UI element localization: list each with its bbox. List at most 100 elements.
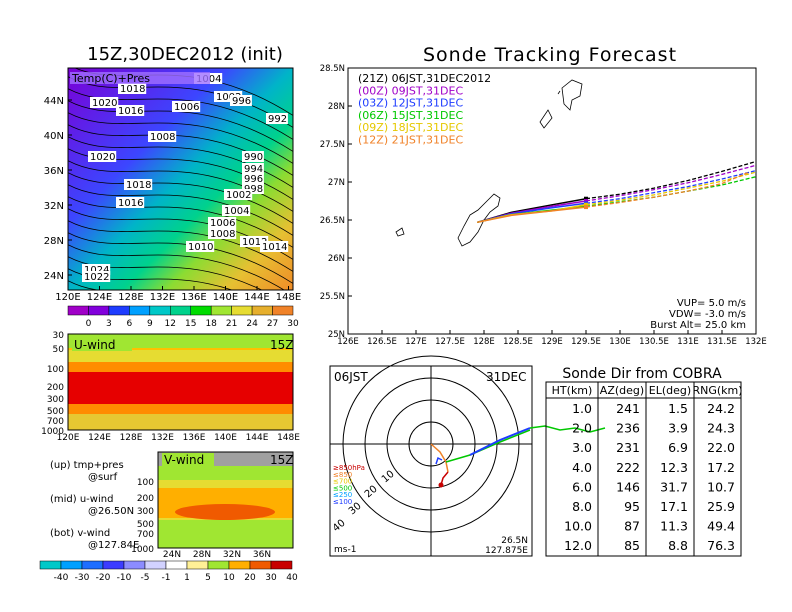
u-wind-y-label: 700 bbox=[47, 417, 64, 427]
hodo-date: 31DEC bbox=[486, 370, 526, 384]
contour-label-bg bbox=[222, 205, 251, 216]
isobar-line bbox=[68, 184, 293, 237]
map-lon-label: 124E bbox=[87, 292, 112, 303]
wcolor-tick: -30 bbox=[75, 573, 90, 583]
contour-label: 1016 bbox=[118, 198, 143, 209]
table-cell: 12.3 bbox=[660, 460, 688, 475]
hodo-legend-entry: ≤850 bbox=[333, 471, 352, 479]
contour-label-bg bbox=[230, 95, 252, 106]
u-wind-label: U-wind bbox=[74, 338, 115, 352]
contour-label: 1022 bbox=[84, 272, 109, 283]
table-cell: 2.0 bbox=[572, 421, 592, 436]
wcolor-swatch bbox=[249, 560, 272, 570]
isobar-line bbox=[68, 172, 293, 225]
track-legend-entry: (21Z) 06JST,31DEC2012 bbox=[358, 72, 491, 85]
hodo-start-dot bbox=[438, 482, 444, 488]
track-lat-label: 26.5N bbox=[320, 216, 345, 226]
wcolor-tick: -40 bbox=[54, 573, 69, 583]
hodo-lat: 26.5N bbox=[501, 536, 528, 546]
tcolor-tick: 21 bbox=[226, 319, 237, 329]
v-wind-label-box bbox=[162, 453, 214, 466]
table-cell: 25.9 bbox=[707, 499, 735, 514]
hodo-legend-entry: ≤100 bbox=[333, 498, 352, 506]
v-wind-band-2 bbox=[158, 466, 293, 480]
wcolor-tick: -5 bbox=[141, 573, 150, 583]
u-wind-x-label: 144E bbox=[246, 433, 269, 443]
v-wind-x-label: 32N bbox=[223, 550, 241, 560]
tcolor-swatch bbox=[67, 305, 89, 316]
contour-label: 1002 bbox=[216, 92, 241, 103]
wcolor-swatch bbox=[186, 560, 209, 570]
table-cell: 146 bbox=[616, 479, 640, 494]
u-wind-time: 15Z bbox=[270, 338, 294, 352]
u-wind-y-label: 50 bbox=[53, 345, 65, 355]
wcolor-swatch bbox=[207, 560, 230, 570]
table-cell: 236 bbox=[616, 421, 640, 436]
track-lon-label: 128E bbox=[473, 337, 495, 347]
map-label: Temp(C)+Pres bbox=[71, 72, 150, 85]
track-info-line: VDW= -3.0 m/s bbox=[669, 309, 746, 320]
track-legend: (21Z) 06JST,31DEC2012(00Z) 09JST,31DEC(0… bbox=[358, 72, 491, 147]
contour-label-bg bbox=[124, 179, 153, 190]
v-wind-x-label: 28N bbox=[193, 550, 211, 560]
u-wind-x-label: 124E bbox=[88, 433, 111, 443]
map-label-box bbox=[70, 72, 210, 84]
tcolor-swatch bbox=[108, 305, 130, 316]
hodograph-trace bbox=[430, 425, 606, 488]
contour-label: 1004 bbox=[224, 206, 249, 217]
note-line-b: @surf bbox=[88, 472, 118, 483]
table-header-cell: HT(km) bbox=[552, 384, 593, 397]
contour-label: 994 bbox=[244, 164, 263, 175]
v-wind-y-label: 1000 bbox=[131, 545, 154, 555]
contour-label: 998 bbox=[244, 184, 263, 195]
map-lat-label: 32N bbox=[44, 201, 64, 212]
map-lat-label: 40N bbox=[44, 131, 64, 142]
table-cell: 87 bbox=[624, 519, 640, 534]
table-header-cell: RNG(km) bbox=[692, 384, 742, 397]
contour-label-bg bbox=[242, 183, 264, 194]
table-cell: 231 bbox=[616, 440, 640, 455]
map-lat-label: 24N bbox=[44, 271, 64, 282]
contour-label: 1014 bbox=[262, 242, 287, 253]
wcolor-tick: 30 bbox=[265, 573, 277, 583]
tcolor-tick: 15 bbox=[185, 319, 196, 329]
table-cell: 4.0 bbox=[572, 460, 592, 475]
wcolor-tick: 5 bbox=[205, 573, 211, 583]
contour-label: 1006 bbox=[174, 102, 199, 113]
wcolor-tick: 40 bbox=[286, 573, 298, 583]
u-wind-y-label: 100 bbox=[47, 365, 64, 375]
tcolor-swatch bbox=[251, 305, 273, 316]
wcolor-swatch bbox=[165, 560, 188, 570]
contour-label-bg bbox=[82, 271, 111, 282]
isobar-line bbox=[68, 256, 263, 290]
contour-label-bg bbox=[90, 97, 119, 108]
table-cell: 10.0 bbox=[564, 519, 592, 534]
u-wind-band-6 bbox=[68, 414, 293, 430]
hodo-legend-entry: ≤250 bbox=[333, 491, 352, 499]
contour-label: 1016 bbox=[118, 106, 143, 117]
tcolor-swatch bbox=[88, 305, 110, 316]
map-lon-label: 120E bbox=[55, 292, 80, 303]
contour-label-bg bbox=[148, 131, 177, 142]
contour-label-bg bbox=[116, 105, 145, 116]
tcolor-swatch bbox=[129, 305, 151, 316]
panel-notes: (up) tmp+pres@surf (mid) u-wind@26.50N (bo… bbox=[50, 460, 139, 551]
track-lon-label: 132E bbox=[745, 337, 767, 347]
track-lon-label: 130.5E bbox=[639, 337, 669, 347]
u-wind-label-box bbox=[72, 338, 132, 351]
table-cell: 8.8 bbox=[668, 538, 688, 553]
contour-label: 990 bbox=[244, 152, 263, 163]
v-wind-x-label: 24N bbox=[163, 550, 181, 560]
track-legend-entry: (00Z) 09JST,31DEC bbox=[358, 84, 463, 97]
u-wind-x-label: 128E bbox=[120, 433, 143, 443]
table-frame bbox=[545, 381, 742, 557]
table-cell: 49.4 bbox=[707, 519, 735, 534]
track-marker bbox=[584, 196, 588, 201]
track-line-forecast bbox=[585, 171, 750, 208]
wcolor-swatch bbox=[123, 560, 146, 570]
tcolor-swatch bbox=[190, 305, 212, 316]
u-wind-y-label: 300 bbox=[47, 395, 64, 405]
contour-label-bg bbox=[186, 241, 215, 252]
